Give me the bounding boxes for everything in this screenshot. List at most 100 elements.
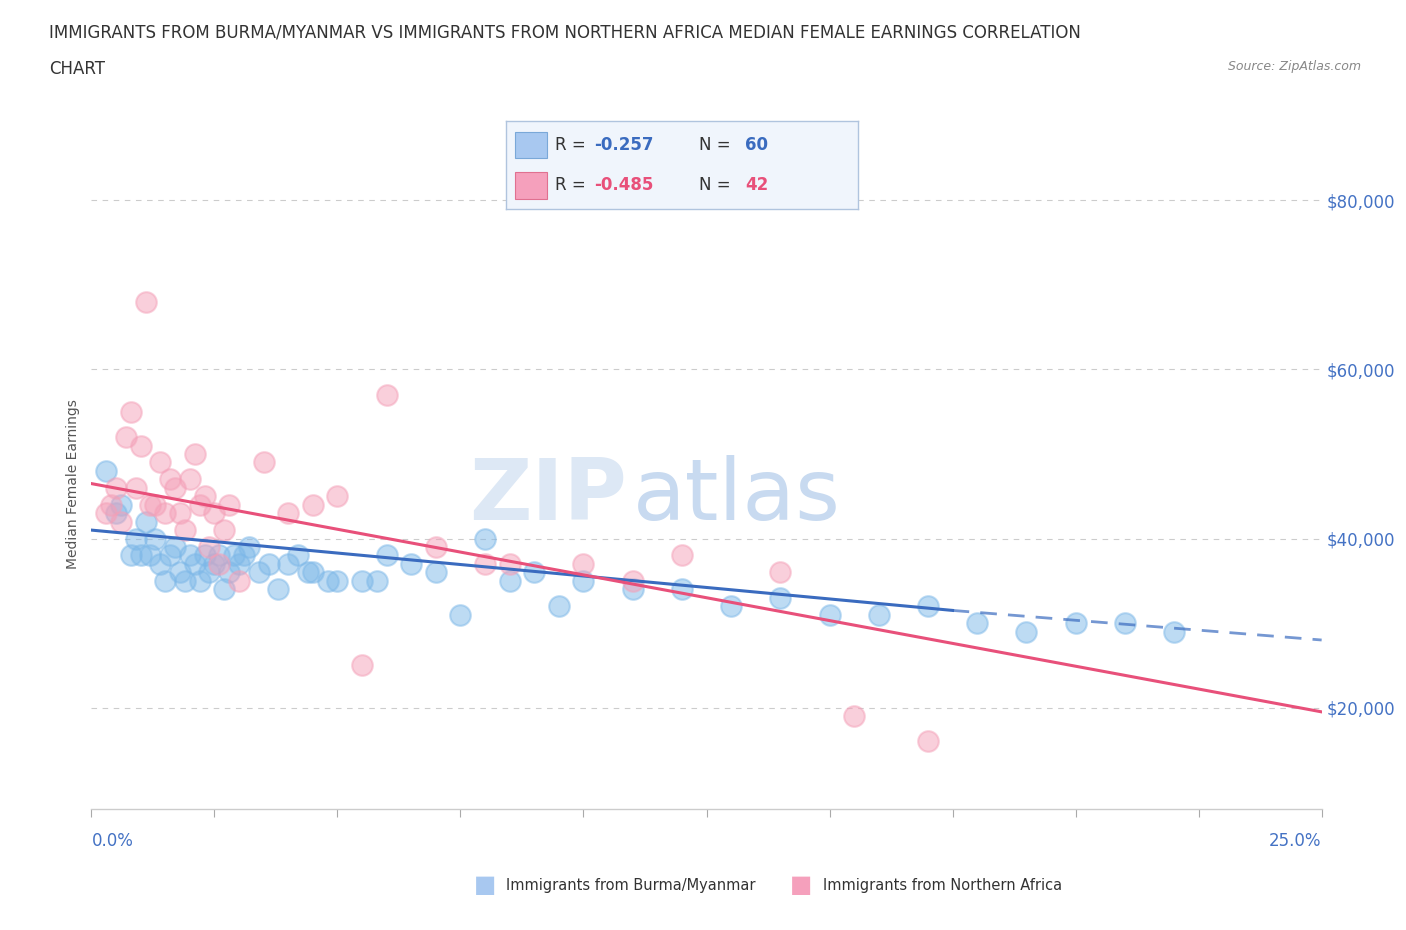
Point <box>720 599 742 614</box>
Point <box>287 548 309 563</box>
Text: 25.0%: 25.0% <box>1270 832 1322 850</box>
Point <box>110 498 132 512</box>
Point <box>277 556 299 571</box>
Point <box>153 506 177 521</box>
Point <box>769 565 792 579</box>
Text: 0.0%: 0.0% <box>91 832 134 850</box>
Point <box>247 565 270 579</box>
Point <box>169 506 191 521</box>
Point <box>218 565 240 579</box>
Point <box>96 463 117 478</box>
Point <box>818 607 841 622</box>
Point <box>326 574 349 589</box>
Point <box>498 556 520 571</box>
Point <box>671 582 693 597</box>
Point <box>842 709 865 724</box>
Point <box>257 556 280 571</box>
Point <box>179 472 201 486</box>
Point <box>425 539 447 554</box>
Point <box>1015 624 1038 639</box>
Point <box>621 582 644 597</box>
Text: CHART: CHART <box>49 60 105 78</box>
Point <box>129 548 152 563</box>
Point <box>100 498 122 512</box>
Text: ■: ■ <box>790 873 813 897</box>
Point <box>523 565 546 579</box>
Point <box>222 548 246 563</box>
Point <box>621 574 644 589</box>
Text: IMMIGRANTS FROM BURMA/MYANMAR VS IMMIGRANTS FROM NORTHERN AFRICA MEDIAN FEMALE E: IMMIGRANTS FROM BURMA/MYANMAR VS IMMIGRA… <box>49 23 1081 41</box>
Point <box>139 498 162 512</box>
Point <box>179 548 201 563</box>
Point <box>183 556 207 571</box>
Point <box>316 574 339 589</box>
Text: N =: N = <box>700 136 737 153</box>
Point <box>183 446 207 461</box>
Point <box>498 574 520 589</box>
Point <box>174 574 197 589</box>
Point <box>917 734 939 749</box>
Point <box>198 565 221 579</box>
Text: -0.257: -0.257 <box>593 136 654 153</box>
Point <box>301 498 323 512</box>
Point <box>145 531 166 546</box>
Point <box>208 548 231 563</box>
Point <box>129 438 152 453</box>
Point <box>163 539 186 554</box>
Point <box>868 607 890 622</box>
Point <box>267 582 290 597</box>
Point <box>169 565 191 579</box>
Point <box>149 455 172 470</box>
Y-axis label: Median Female Earnings: Median Female Earnings <box>66 399 80 568</box>
Point <box>212 582 235 597</box>
Point <box>198 539 221 554</box>
Point <box>1114 616 1136 631</box>
Point <box>135 514 156 529</box>
Point <box>301 565 323 579</box>
Point <box>135 295 156 310</box>
Point <box>218 498 240 512</box>
Point <box>202 506 225 521</box>
Point <box>297 565 319 579</box>
Point <box>110 514 132 529</box>
Point <box>124 481 146 496</box>
Point <box>124 531 146 546</box>
Text: atlas: atlas <box>633 455 841 538</box>
Point <box>202 556 225 571</box>
Point <box>671 548 693 563</box>
Point <box>474 556 496 571</box>
Point <box>193 548 217 563</box>
Point <box>326 489 349 504</box>
Point <box>399 556 422 571</box>
Point <box>163 481 186 496</box>
Point <box>917 599 939 614</box>
Point <box>149 556 172 571</box>
FancyBboxPatch shape <box>515 131 547 158</box>
Point <box>572 574 595 589</box>
Point <box>1163 624 1185 639</box>
Point <box>159 472 181 486</box>
Point <box>425 565 447 579</box>
Point <box>120 548 142 563</box>
Point <box>105 481 127 496</box>
Point <box>375 388 398 403</box>
Point <box>174 523 197 538</box>
Point <box>228 574 250 589</box>
Point <box>145 498 166 512</box>
Point <box>212 523 235 538</box>
Text: Source: ZipAtlas.com: Source: ZipAtlas.com <box>1227 60 1361 73</box>
Point <box>139 548 162 563</box>
Point <box>232 548 256 563</box>
Text: Immigrants from Northern Africa: Immigrants from Northern Africa <box>823 878 1062 893</box>
Point <box>114 430 138 445</box>
Point <box>188 498 211 512</box>
Point <box>228 556 250 571</box>
Point <box>208 556 231 571</box>
Point <box>96 506 117 521</box>
Point <box>1064 616 1087 631</box>
Text: 42: 42 <box>745 177 769 194</box>
Point <box>366 574 388 589</box>
Point <box>375 548 398 563</box>
Point <box>188 574 211 589</box>
Point <box>120 405 142 419</box>
